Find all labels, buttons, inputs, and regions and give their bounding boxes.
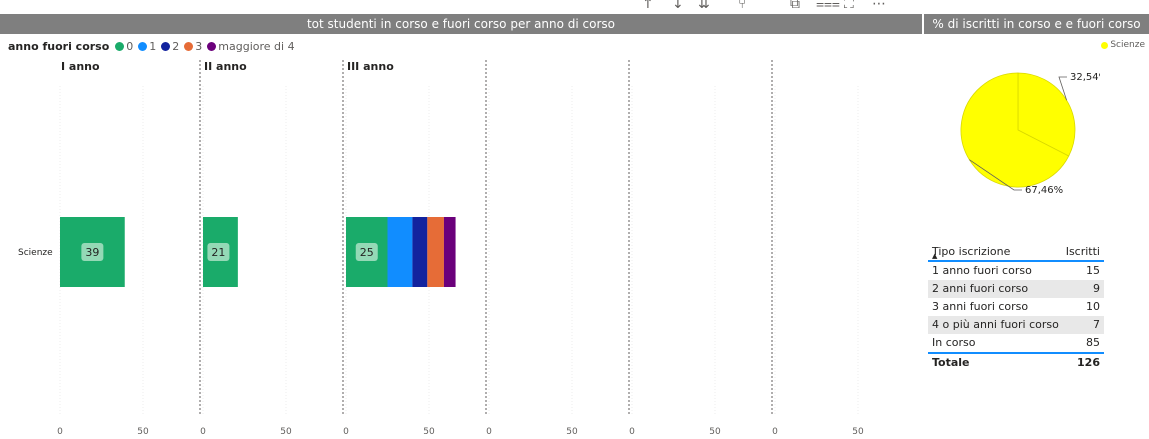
pie-slice xyxy=(1017,72,1076,157)
x-tick-label: 50 xyxy=(852,427,864,437)
category-label: Scienze xyxy=(18,248,53,258)
pie-leader-line xyxy=(1058,76,1068,101)
pie-chart: 32,54% 67,46% xyxy=(960,72,1100,196)
chart-title-bar: tot studenti in corso e fuori corso per … xyxy=(0,14,922,34)
x-tick-label: 50 xyxy=(137,427,149,437)
panel-label: I anno xyxy=(61,60,100,73)
legend-label: 0 xyxy=(126,40,134,53)
table-row[interactable]: 4 o più anni fuori corso 7 xyxy=(928,316,1104,334)
sort-ascending-icon[interactable]: ▲ xyxy=(932,252,938,260)
copy-icon[interactable]: ⧉ xyxy=(790,0,800,12)
bar-segment xyxy=(443,217,456,287)
footer-divider xyxy=(928,352,1104,354)
x-tick-label: 50 xyxy=(280,427,292,437)
cell-iscritti: 9 xyxy=(1093,282,1100,295)
x-tick-label: 0 xyxy=(772,427,778,437)
legend-title: anno fuori corso xyxy=(8,40,110,53)
bar-segment xyxy=(387,217,413,287)
pie-legend-marker xyxy=(1101,41,1109,49)
cell-tipo: 2 anni fuori corso xyxy=(932,282,1029,295)
total-value: 126 xyxy=(1077,356,1100,369)
pie-title: % di iscritti in corso e e fuori corso xyxy=(932,17,1141,31)
legend-marker xyxy=(184,42,194,51)
column-header-tipo[interactable]: Tipo iscrizione xyxy=(932,245,1011,258)
arrow-up-icon[interactable]: ↑ xyxy=(642,0,654,12)
stacked-bar-chart: Scienze 0 50 I anno 39 0 50 II anno 21 0 50 III ann… xyxy=(18,60,864,437)
legend-item-2[interactable]: 2 xyxy=(161,40,179,53)
data-label-box xyxy=(81,243,104,261)
arrow-down-icon[interactable]: ↓ xyxy=(672,0,684,12)
pie-data-label: 32,54% xyxy=(1070,72,1100,83)
pie-data-label: 67,46% xyxy=(1025,185,1063,196)
legend-item-0[interactable]: 0 xyxy=(115,40,133,53)
bar-segment xyxy=(412,217,428,287)
cell-tipo: 4 o più anni fuori corso xyxy=(932,318,1059,331)
focus-mode-icon[interactable]: ⛶ xyxy=(844,0,854,12)
header-divider xyxy=(928,260,1104,262)
legend-item-3[interactable]: 3 xyxy=(184,40,202,53)
chart-title: tot studenti in corso e fuori corso per … xyxy=(306,17,616,31)
x-tick-label: 50 xyxy=(709,427,721,437)
legend-label: 3 xyxy=(195,40,203,53)
table-header: Tipo iscrizione Iscritti ▲ xyxy=(928,236,1104,260)
data-label-box xyxy=(207,243,230,261)
cell-iscritti: 85 xyxy=(1086,336,1100,349)
double-arrow-down-icon[interactable]: ⇊ xyxy=(698,0,710,12)
panel-label: III anno xyxy=(347,60,394,73)
data-label-box xyxy=(355,243,378,261)
x-tick-label: 0 xyxy=(486,427,492,437)
more-options-icon[interactable]: ⋯ xyxy=(872,0,886,12)
column-header-iscritti[interactable]: Iscritti xyxy=(1065,245,1100,258)
legend-marker xyxy=(207,42,217,51)
legend-label: maggiore di 4 xyxy=(218,40,295,53)
legend-label: 1 xyxy=(149,40,157,53)
table-total-row: Totale 126 xyxy=(928,354,1104,372)
filter-icon[interactable]: ⩶ xyxy=(816,0,840,12)
x-tick-label: 0 xyxy=(57,427,63,437)
cell-iscritti: 10 xyxy=(1086,300,1100,313)
data-label: 39 xyxy=(85,246,99,259)
legend-marker xyxy=(115,42,125,51)
data-label: 21 xyxy=(211,246,225,259)
table-row[interactable]: 2 anni fuori corso 9 xyxy=(928,280,1104,298)
x-tick-label: 0 xyxy=(629,427,635,437)
pie-title-bar: % di iscritti in corso e e fuori corso xyxy=(924,14,1149,34)
total-label: Totale xyxy=(932,356,970,369)
expand-hierarchy-icon[interactable]: ⑂ xyxy=(738,0,747,12)
x-tick-label: 50 xyxy=(566,427,578,437)
x-tick-label: 0 xyxy=(200,427,206,437)
legend-marker xyxy=(161,42,171,51)
cell-iscritti: 7 xyxy=(1093,318,1100,331)
visual-header-toolbar: ↑ ↓ ⇊ ⑂ ⧉ ⩶ ⛶ ⋯ xyxy=(600,0,900,14)
cell-tipo: In corso xyxy=(932,336,976,349)
pie-legend: Scienze xyxy=(1101,40,1145,50)
legend-item-4[interactable]: maggiore di 4 xyxy=(207,40,295,53)
legend-marker xyxy=(138,42,148,51)
table-row[interactable]: In corso 85 xyxy=(928,334,1104,352)
legend-label: 2 xyxy=(172,40,180,53)
x-tick-label: 50 xyxy=(423,427,435,437)
cell-tipo: 3 anni fuori corso xyxy=(932,300,1029,313)
table-row[interactable]: 3 anni fuori corso 10 xyxy=(928,298,1104,316)
pie-legend-label: Scienze xyxy=(1110,40,1145,50)
chart-legend: anno fuori corso 0 1 2 3 maggiore di 4 xyxy=(8,40,300,53)
panel-label: II anno xyxy=(204,60,247,73)
bar-segment xyxy=(427,217,444,287)
cell-iscritti: 15 xyxy=(1086,264,1100,277)
pie-leader-line xyxy=(969,159,1022,191)
legend-item-1[interactable]: 1 xyxy=(138,40,156,53)
enrollment-table: Tipo iscrizione Iscritti ▲ 1 anno fuori … xyxy=(928,236,1104,372)
data-label: 25 xyxy=(360,246,374,259)
cell-tipo: 1 anno fuori corso xyxy=(932,264,1032,277)
x-tick-label: 0 xyxy=(343,427,349,437)
table-row[interactable]: 1 anno fuori corso 15 xyxy=(928,262,1104,280)
